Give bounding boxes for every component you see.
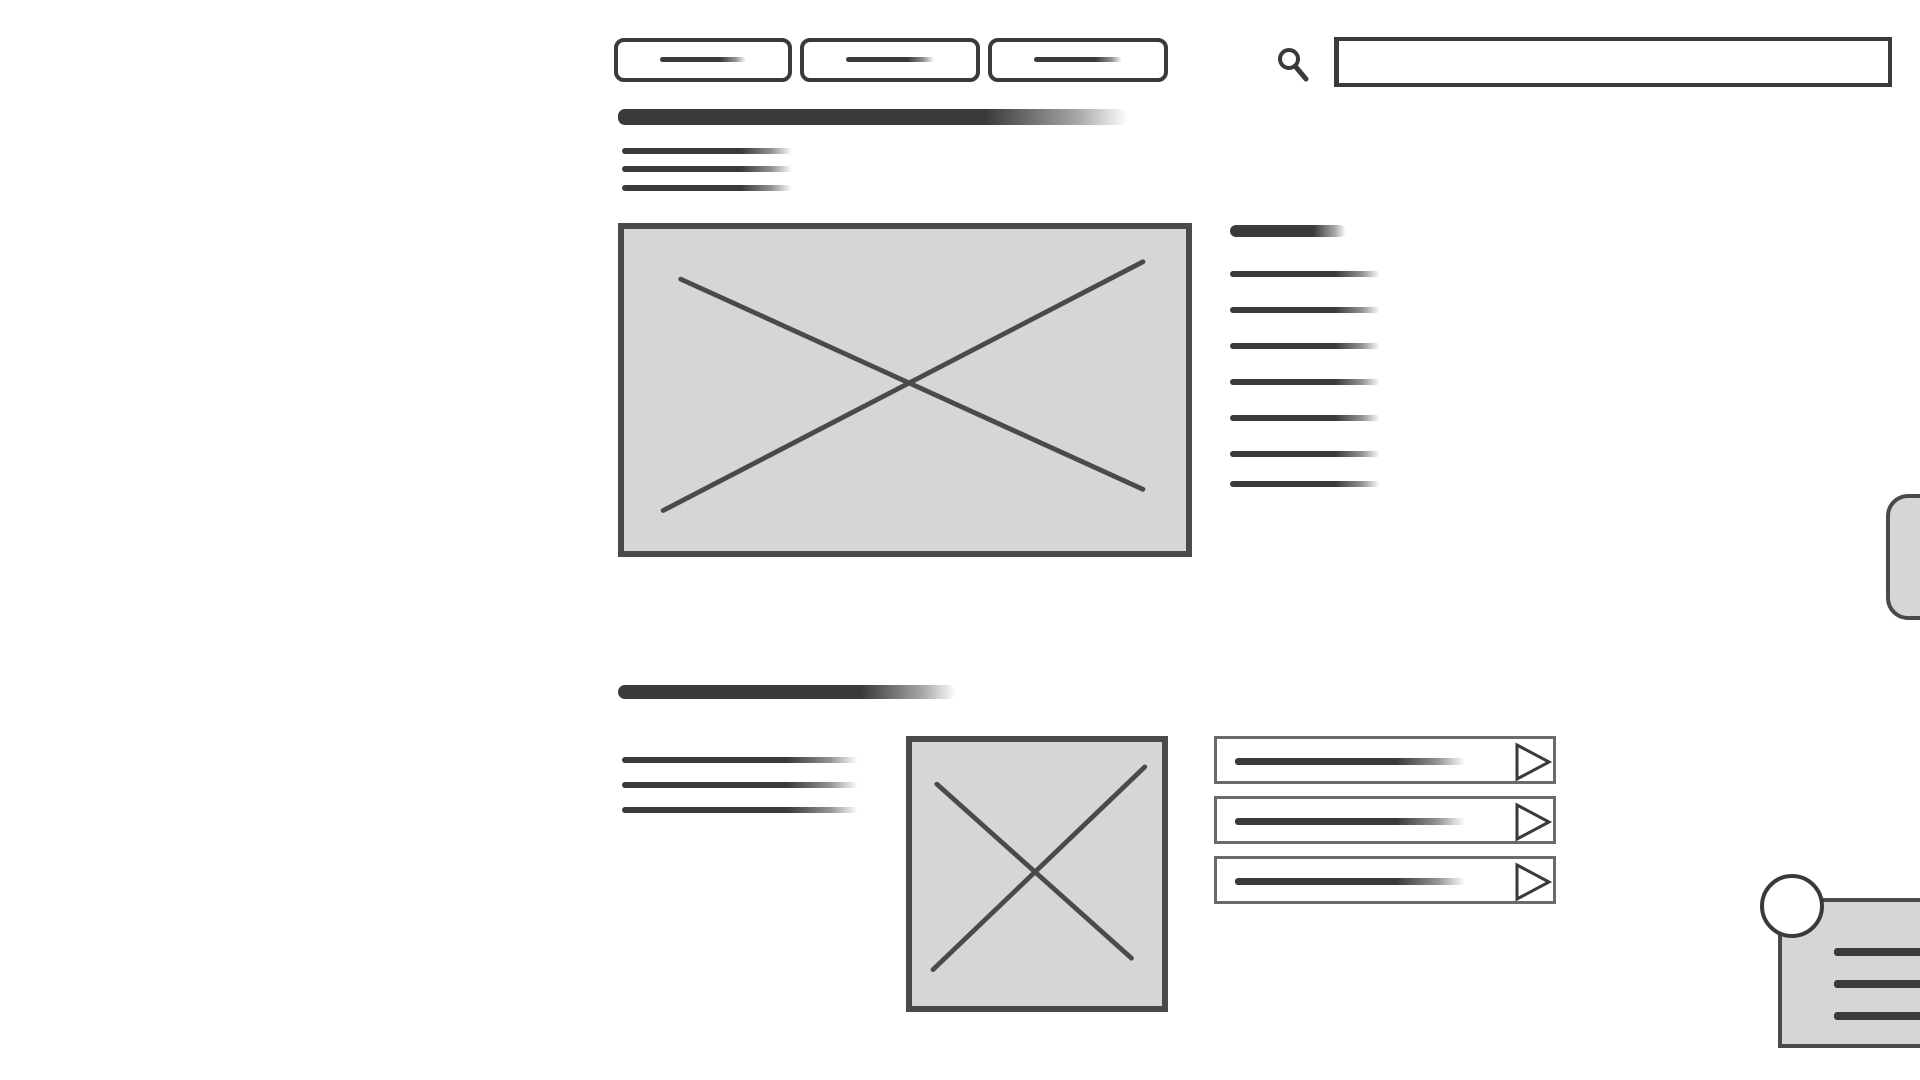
section-image bbox=[906, 736, 1168, 1012]
sidebar-item[interactable] bbox=[1230, 307, 1380, 313]
hero-description-line-2 bbox=[622, 166, 792, 172]
nav-button-2[interactable] bbox=[800, 38, 980, 82]
image-placeholder-icon bbox=[660, 259, 1146, 513]
sidebar-item[interactable] bbox=[1230, 343, 1380, 349]
chat-line bbox=[1834, 1012, 1920, 1020]
nav-button-1[interactable] bbox=[614, 38, 792, 82]
list-item[interactable] bbox=[1214, 796, 1556, 844]
list-item-label bbox=[1235, 878, 1465, 885]
sidebar-item[interactable] bbox=[1230, 415, 1380, 421]
section-description-line-1 bbox=[622, 757, 858, 763]
nav-button-1-label bbox=[660, 57, 746, 62]
list-item-label bbox=[1235, 818, 1465, 825]
image-placeholder-icon bbox=[930, 764, 1148, 973]
nav-button-3-label bbox=[1034, 57, 1122, 62]
play-icon[interactable] bbox=[1511, 741, 1553, 783]
sidebar-item[interactable] bbox=[1230, 271, 1380, 277]
sidebar-heading bbox=[1230, 225, 1346, 237]
avatar-icon[interactable] bbox=[1760, 874, 1824, 938]
hero-description-line-3 bbox=[622, 185, 792, 191]
hero-image bbox=[618, 223, 1192, 557]
search-icon[interactable] bbox=[1276, 46, 1310, 82]
chat-line bbox=[1834, 980, 1920, 988]
sidebar-item[interactable] bbox=[1230, 451, 1380, 457]
side-tab[interactable] bbox=[1886, 494, 1920, 620]
list-item[interactable] bbox=[1214, 736, 1556, 784]
sidebar-item[interactable] bbox=[1230, 481, 1380, 487]
section-description-line-3 bbox=[622, 807, 858, 813]
section-title bbox=[618, 685, 956, 699]
hero-description-line-1 bbox=[622, 148, 792, 154]
nav-button-2-label bbox=[846, 57, 934, 62]
play-icon[interactable] bbox=[1511, 801, 1553, 843]
section-description-line-2 bbox=[622, 782, 858, 788]
chat-line bbox=[1834, 948, 1920, 956]
search-input[interactable] bbox=[1334, 37, 1892, 87]
sidebar-item[interactable] bbox=[1230, 379, 1380, 385]
list-item[interactable] bbox=[1214, 856, 1556, 904]
page-title bbox=[618, 109, 1128, 125]
play-icon[interactable] bbox=[1511, 861, 1553, 903]
list-item-label bbox=[1235, 758, 1465, 765]
nav-button-3[interactable] bbox=[988, 38, 1168, 82]
